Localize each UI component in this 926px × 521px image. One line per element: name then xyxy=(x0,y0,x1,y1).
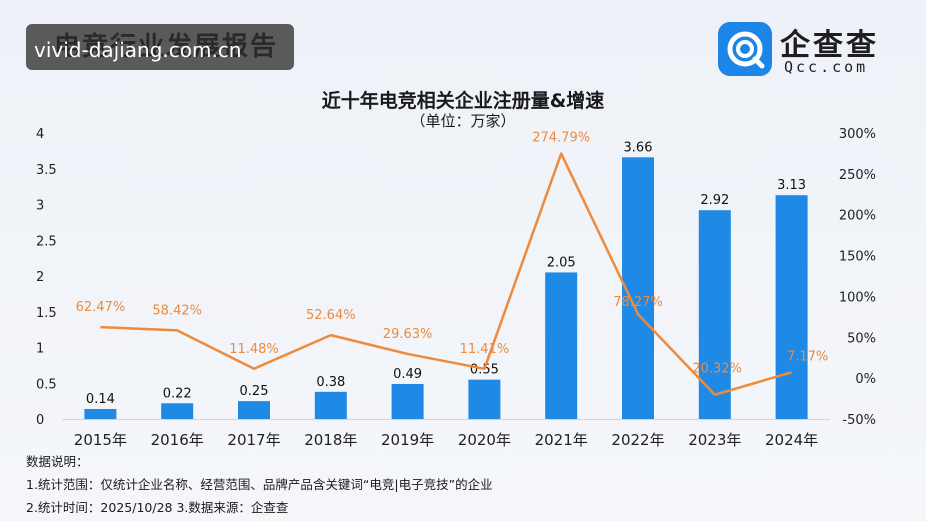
bar-value-label: 0.22 xyxy=(163,386,192,401)
x-tick-label: 2018年 xyxy=(304,431,357,449)
brand-logo: 企查查 Qcc.com xyxy=(718,22,908,78)
bar-value-label: 0.55 xyxy=(470,363,499,378)
data-notes: 数据说明： 1.统计范围：仅统计企业名称、经营范围、品牌产品含关键词“电竞|电子… xyxy=(26,450,493,519)
y-right-tick-label: 50% xyxy=(847,331,876,346)
y-left-tick-label: 4 xyxy=(36,127,44,142)
bar-2024 xyxy=(775,195,808,419)
y-left-tick-label: 2.5 xyxy=(36,234,57,249)
y-right-tick-label: 300% xyxy=(839,127,876,142)
x-tick-label: 2020年 xyxy=(458,431,511,449)
bar-value-label: 0.38 xyxy=(316,375,345,390)
bar-2022 xyxy=(622,157,654,419)
logo-name: 企查查 xyxy=(780,28,879,63)
x-tick-label: 2015年 xyxy=(74,431,127,449)
logo-subname: Qcc.com xyxy=(784,58,869,76)
line-value-label: 52.64% xyxy=(306,308,356,323)
line-value-label: -20.32% xyxy=(688,362,742,377)
bar-value-label: 0.14 xyxy=(86,392,115,407)
chart-subtitle: （单位：万家） xyxy=(410,112,516,130)
x-tick-label: 2017年 xyxy=(227,431,280,449)
y-left-tick-label: 1 xyxy=(36,342,44,357)
bar-value-label: 3.66 xyxy=(624,140,653,155)
bar-value-label: 2.05 xyxy=(547,255,576,270)
notes-line-1: 1.统计范围：仅统计企业名称、经营范围、品牌产品含关键词“电竞|电子竞技”的企业 xyxy=(26,477,493,492)
line-value-label: 29.63% xyxy=(383,327,433,342)
x-tick-label: 2016年 xyxy=(151,431,204,449)
line-value-label: 58.42% xyxy=(152,303,202,318)
y-left-tick-label: 2 xyxy=(36,270,44,285)
bar-2015 xyxy=(84,408,117,419)
bar-2023 xyxy=(698,210,731,419)
x-tick-label: 2019年 xyxy=(381,431,434,449)
x-tick-label: 2021年 xyxy=(535,431,588,449)
y-right-tick-label: 150% xyxy=(839,250,876,265)
bar-2016 xyxy=(161,403,194,419)
line-value-label: 274.79% xyxy=(532,131,590,146)
bar-2017 xyxy=(238,401,270,419)
bar-2021 xyxy=(545,272,578,419)
bar-value-label: 0.25 xyxy=(240,384,269,399)
x-tick-label: 2023年 xyxy=(688,431,741,449)
bar-2018 xyxy=(314,391,347,419)
watermark-background xyxy=(26,24,294,70)
chart-title: 近十年电竞相关企业注册量&增速 xyxy=(321,90,605,112)
y-right-tick-label: 100% xyxy=(839,290,876,305)
notes-line-2: 2.统计时间：2025/10/28 3.数据来源：企查查 xyxy=(26,500,289,515)
bar-value-label: 0.49 xyxy=(393,367,422,382)
y-left-tick-label: 0 xyxy=(36,413,44,428)
x-tick-label: 2024年 xyxy=(765,431,818,449)
y-left-tick-label: 3.5 xyxy=(36,163,57,178)
watermark-url: vivid-dajiang.com.cn xyxy=(34,38,242,62)
bar-2020 xyxy=(468,379,501,419)
line-value-label: 78.27% xyxy=(613,295,663,310)
report-title: 电竞行业发展报告 xyxy=(54,32,279,62)
x-tick-label: 2022年 xyxy=(611,431,664,449)
y-right-tick-label: 200% xyxy=(839,209,876,224)
bar-value-label: 3.13 xyxy=(777,178,806,193)
y-left-tick-label: 3 xyxy=(36,199,44,214)
growth-rate-line xyxy=(100,152,792,396)
y-left-tick-label: 0.5 xyxy=(36,377,57,392)
bar-2019 xyxy=(391,383,424,419)
y-right-tick-label: 0% xyxy=(855,372,876,387)
qcc-logo-icon xyxy=(718,22,772,76)
y-left-tick-label: 1.5 xyxy=(36,306,57,321)
line-value-label: 11.48% xyxy=(229,342,279,357)
line-value-label: 11.41% xyxy=(460,342,510,357)
y-right-tick-label: -50% xyxy=(842,413,876,428)
notes-heading: 数据说明： xyxy=(26,454,89,469)
line-value-label: 7.17% xyxy=(787,349,828,364)
line-value-label: 62.47% xyxy=(76,300,126,315)
bar-value-label: 2.92 xyxy=(700,193,729,208)
y-right-tick-label: 250% xyxy=(839,168,876,183)
